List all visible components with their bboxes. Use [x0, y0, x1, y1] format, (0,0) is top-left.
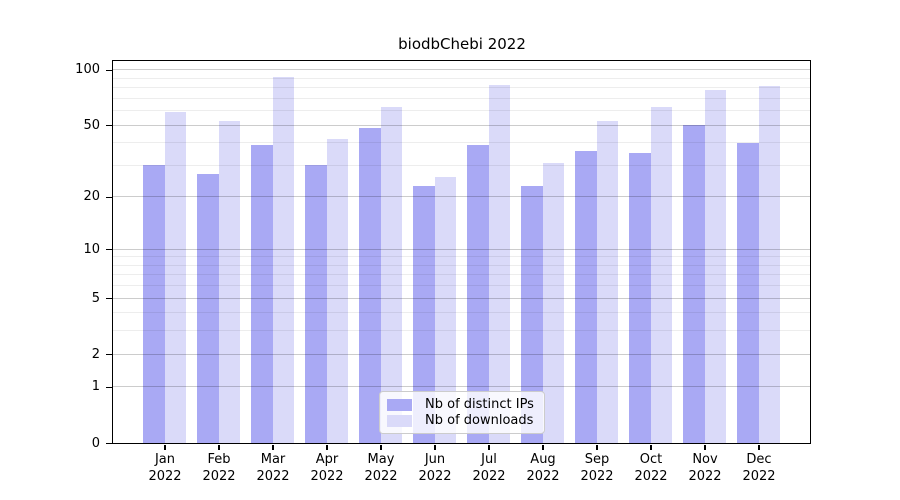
xtick-label-jun: Jun 2022 [418, 452, 452, 484]
ytick-label-2: 2 [91, 346, 100, 362]
gridline-major-100 [113, 69, 810, 71]
gridline-minor-60 [113, 110, 810, 112]
bar-distinct-ips-jul [467, 144, 489, 443]
gridline-major-1 [113, 386, 810, 388]
ytick-label-20: 20 [83, 189, 100, 205]
xtick-label-oct: Oct 2022 [634, 452, 668, 484]
xtick-label-nov: Nov 2022 [688, 452, 722, 484]
bar-downloads-sep [596, 120, 618, 443]
bar-distinct-ips-sep [575, 151, 597, 443]
gridline-major-20 [113, 196, 810, 198]
ytick-label-1: 1 [91, 379, 100, 395]
bar-distinct-ips-apr [305, 165, 327, 443]
gridline-minor-8 [113, 264, 810, 266]
xtick-mark-may [380, 444, 382, 450]
xtick-mark-jun [434, 444, 436, 450]
bar-downloads-oct [650, 106, 672, 443]
gridline-minor-9 [113, 256, 810, 258]
bar-downloads-jun [434, 176, 456, 443]
bar-downloads-feb [218, 120, 240, 443]
chart-title: biodbChebi 2022 [398, 35, 526, 53]
xtick-label-aug: Aug 2022 [526, 452, 560, 484]
ytick-label-0: 0 [91, 435, 100, 451]
gridline-major-5 [113, 297, 810, 299]
bar-distinct-ips-mar [251, 144, 273, 443]
bar-distinct-ips-feb [197, 173, 219, 443]
legend-swatch-downloads [387, 415, 412, 427]
gridline-major-2 [113, 353, 810, 355]
bar-distinct-ips-jan [143, 165, 165, 443]
bar-distinct-ips-nov [683, 125, 705, 443]
xtick-label-jan: Jan 2022 [148, 452, 182, 484]
xtick-mark-apr [326, 444, 328, 450]
bar-downloads-aug [542, 162, 564, 443]
plot-area [112, 60, 811, 444]
ytick-mark-100 [106, 69, 113, 72]
xtick-label-dec: Dec 2022 [742, 452, 776, 484]
bar-downloads-nov [704, 89, 726, 443]
gridline-minor-3 [113, 330, 810, 332]
xtick-label-apr: Apr 2022 [310, 452, 344, 484]
ytick-mark-50 [106, 124, 113, 127]
ytick-mark-2 [106, 353, 113, 356]
gridline-minor-6 [113, 285, 810, 287]
xtick-label-sep: Sep 2022 [580, 452, 614, 484]
legend-label-distinct-ips: Nb of distinct IPs [425, 397, 534, 412]
ytick-mark-0 [106, 442, 113, 445]
gridline-minor-80 [113, 87, 810, 89]
bar-distinct-ips-dec [737, 142, 759, 443]
xtick-mark-nov [704, 444, 706, 450]
ytick-label-50: 50 [83, 117, 100, 133]
gridline-minor-30 [113, 164, 810, 166]
legend-item-downloads: Nb of downloads [387, 413, 537, 429]
ytick-mark-1 [106, 386, 113, 389]
ytick-label-10: 10 [83, 241, 100, 257]
xtick-label-may: May 2022 [364, 452, 398, 484]
gridline-minor-4 [113, 312, 810, 314]
gridline-major-10 [113, 248, 810, 250]
gridline-minor-70 [113, 97, 810, 99]
legend: Nb of distinct IPs Nb of downloads [379, 391, 545, 434]
bar-downloads-mar [272, 76, 294, 443]
bar-downloads-apr [326, 139, 348, 443]
bar-distinct-ips-aug [521, 186, 543, 443]
ytick-mark-20 [106, 196, 113, 199]
gridline-minor-7 [113, 274, 810, 276]
gridline-minor-40 [113, 142, 810, 144]
ytick-mark-5 [106, 297, 113, 300]
ytick-label-5: 5 [91, 290, 100, 306]
bar-downloads-dec [758, 85, 780, 443]
bar-distinct-ips-oct [629, 153, 651, 443]
bar-downloads-may [380, 106, 402, 443]
ytick-label-100: 100 [75, 62, 100, 78]
xtick-label-mar: Mar 2022 [256, 452, 290, 484]
xtick-mark-aug [542, 444, 544, 450]
bar-downloads-jul [488, 84, 510, 443]
xtick-mark-mar [272, 444, 274, 450]
ytick-mark-10 [106, 248, 113, 251]
bar-downloads-jan [164, 112, 186, 443]
legend-label-downloads: Nb of downloads [425, 413, 534, 428]
gridline-minor-90 [113, 77, 810, 79]
legend-item-distinct-ips: Nb of distinct IPs [387, 397, 537, 413]
bar-distinct-ips-jun [413, 186, 435, 443]
legend-swatch-distinct-ips [387, 399, 412, 411]
gridline-major-50 [113, 124, 810, 126]
xtick-mark-jul [488, 444, 490, 450]
xtick-mark-feb [218, 444, 220, 450]
xtick-label-feb: Feb 2022 [202, 452, 236, 484]
bar-distinct-ips-may [359, 128, 381, 443]
xtick-mark-dec [758, 444, 760, 450]
xtick-mark-jan [164, 444, 166, 450]
xtick-mark-sep [596, 444, 598, 450]
xtick-label-jul: Jul 2022 [472, 452, 506, 484]
xtick-mark-oct [650, 444, 652, 450]
